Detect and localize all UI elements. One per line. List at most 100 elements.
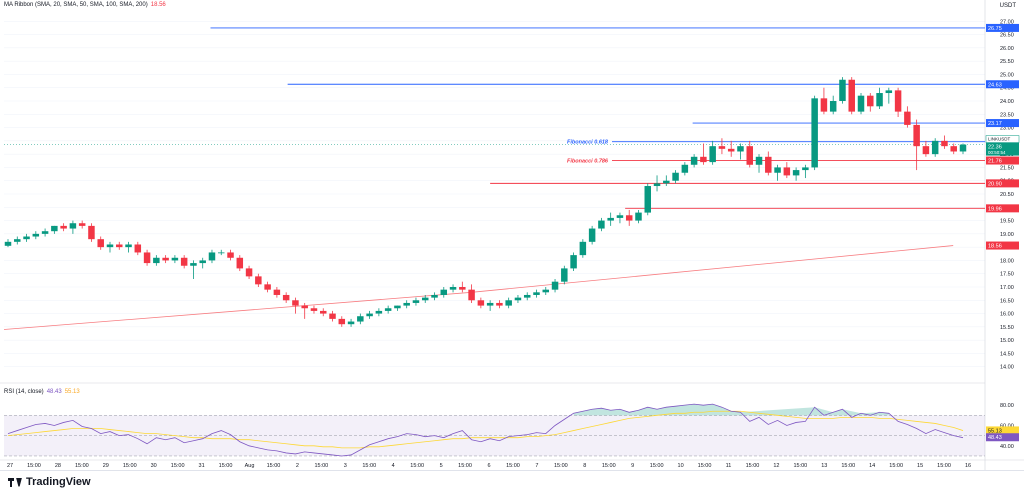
- price-tick-label: 24.00: [1000, 99, 1014, 105]
- footer: TradingView: [0, 470, 1024, 493]
- candle-body: [783, 167, 791, 176]
- candle-body: [950, 146, 957, 152]
- candle-body: [41, 231, 49, 234]
- level-price-label: 24.63: [988, 82, 1002, 88]
- price-tick-label: 17.00: [1000, 285, 1014, 291]
- rsi-title: RSI (14, close): [4, 389, 44, 395]
- price-tick-label: 26.50: [1000, 33, 1014, 39]
- candle-body: [236, 257, 244, 269]
- candle-body: [894, 90, 902, 112]
- candle-body: [829, 101, 837, 112]
- time-tick-label: 15:00: [362, 463, 376, 469]
- candle-body: [505, 300, 512, 306]
- candle-body: [876, 93, 883, 107]
- candle-body: [514, 297, 522, 301]
- candle-body: [32, 233, 40, 237]
- candle-body: [199, 260, 206, 264]
- ma-ribbon-legend[interactable]: MA Ribbon (SMA, 20, SMA, 50, SMA, 100, S…: [4, 2, 166, 8]
- time-tick-label: 15:00: [889, 463, 903, 469]
- candle-body: [180, 257, 188, 266]
- time-tick-label: 29: [103, 463, 109, 469]
- candle-body: [51, 225, 58, 232]
- candle-body: [4, 241, 12, 246]
- time-tick-label: 15:00: [123, 463, 137, 469]
- candle-body: [616, 215, 624, 218]
- candle-body: [106, 244, 114, 248]
- candle-body: [700, 156, 707, 163]
- price-tick-label: 14.00: [1000, 365, 1014, 371]
- price-tick-label: 16.50: [1000, 298, 1014, 304]
- candle-body: [672, 172, 679, 181]
- candle-body: [598, 220, 605, 229]
- currency-label: USDT: [999, 3, 1016, 9]
- time-tick-label: 12: [773, 463, 779, 469]
- time-tick-label: Aug: [245, 463, 255, 469]
- candle-body: [449, 287, 457, 290]
- candle-body: [551, 281, 559, 290]
- time-tick-label: 30: [151, 463, 157, 469]
- level-price-badge: [986, 23, 1019, 32]
- candle-body: [588, 228, 596, 242]
- price-tick-label: 17.50: [1000, 272, 1014, 278]
- candle-body: [663, 180, 670, 184]
- time-tick-label: 6: [487, 463, 490, 469]
- rsi-legend[interactable]: RSI (14, close) 48.43 55.13: [4, 389, 80, 395]
- level-price-label: 21.76: [988, 159, 1002, 165]
- candle-body: [412, 300, 420, 303]
- time-tick-label: 15:00: [410, 463, 424, 469]
- price-tick-label: 20.50: [1000, 192, 1014, 198]
- candle-body: [218, 252, 225, 254]
- price-tick-label: 19.50: [1000, 219, 1014, 225]
- level-price-badge: [986, 204, 1019, 213]
- current-price-badge: [986, 142, 1019, 156]
- time-tick-label: 15:00: [27, 463, 41, 469]
- rsi-overbought-fill: [573, 404, 889, 416]
- ma-price-label: 18.56: [988, 244, 1002, 250]
- candle-body: [904, 111, 911, 125]
- time-tick-label: 15:00: [841, 463, 855, 469]
- time-tick-label: 15: [917, 463, 923, 469]
- time-tick-label: 15:00: [746, 463, 760, 469]
- price-tick-label: 18.00: [1000, 258, 1014, 264]
- time-tick-label: 28: [55, 463, 61, 469]
- candle-body: [774, 167, 781, 173]
- candle-body: [431, 294, 438, 298]
- candle-body: [78, 223, 86, 226]
- candle-body: [384, 308, 392, 311]
- candle-body: [116, 244, 123, 248]
- candle-body: [292, 300, 299, 306]
- candle-body: [765, 156, 772, 173]
- candle-body: [421, 297, 429, 301]
- candle-body: [273, 289, 281, 295]
- level-price-badge: [986, 179, 1019, 188]
- candle-body: [255, 276, 262, 285]
- candle-body: [440, 289, 448, 295]
- time-tick-label: 8: [583, 463, 586, 469]
- price-tick-label: 21.50: [1000, 165, 1014, 171]
- candle-body: [579, 241, 587, 256]
- ma-ribbon-value: 18.56: [150, 2, 166, 8]
- sma-line: [3, 291, 472, 330]
- candle-body: [570, 255, 577, 269]
- current-price-label: 22.36: [988, 145, 1002, 151]
- ma-ribbon-title: MA Ribbon (SMA, 20, SMA, 50, SMA, 100, S…: [4, 2, 148, 8]
- time-tick-label: 15:00: [458, 463, 472, 469]
- time-tick-label: 15:00: [75, 463, 89, 469]
- candle-body: [477, 300, 485, 306]
- candle-body: [755, 156, 763, 165]
- candle-body: [561, 268, 568, 282]
- time-tick-label: 4: [392, 463, 395, 469]
- candle-body: [867, 95, 874, 107]
- sma-line: [471, 245, 954, 293]
- price-tick-label: 16.00: [1000, 312, 1014, 318]
- candle-body: [959, 144, 967, 152]
- time-tick-label: 15:00: [698, 463, 712, 469]
- level-price-label: 19.96: [988, 206, 1002, 212]
- candle-body: [486, 302, 494, 306]
- candle-body: [301, 305, 308, 309]
- candle-body: [347, 321, 355, 325]
- time-tick-label: 11: [726, 463, 732, 469]
- tradingview-logo[interactable]: TradingView: [8, 476, 91, 488]
- time-tick-label: 9: [631, 463, 634, 469]
